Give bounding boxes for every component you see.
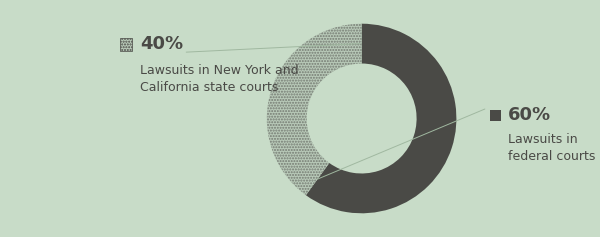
Wedge shape <box>306 24 457 213</box>
Text: 40%: 40% <box>140 35 183 53</box>
Text: Lawsuits in New York and
California state courts: Lawsuits in New York and California stat… <box>140 64 298 95</box>
Text: 60%: 60% <box>508 106 551 124</box>
Bar <box>490 110 501 121</box>
Text: Lawsuits in
federal courts: Lawsuits in federal courts <box>508 133 595 163</box>
Wedge shape <box>267 24 362 195</box>
Bar <box>120 38 132 51</box>
